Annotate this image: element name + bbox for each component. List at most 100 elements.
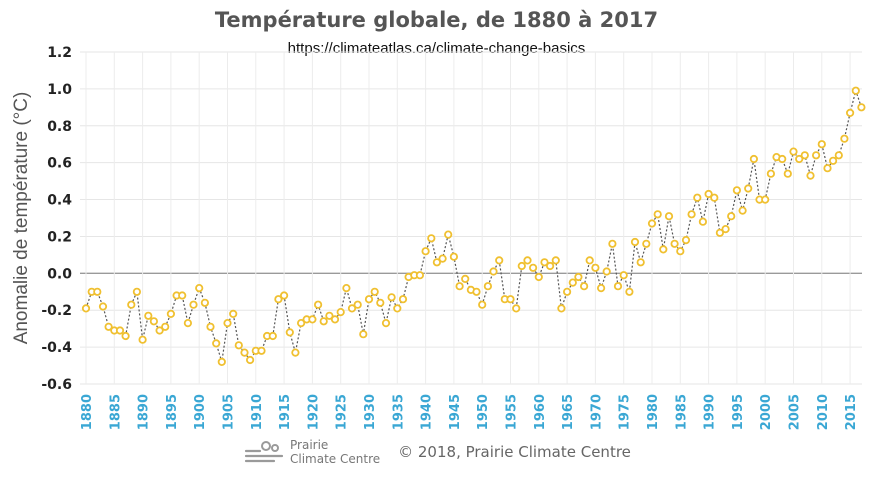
data-point xyxy=(495,256,504,265)
data-point xyxy=(749,154,759,164)
x-tick-label: 1945 xyxy=(448,394,463,430)
data-point xyxy=(189,300,198,309)
data-point xyxy=(687,210,696,219)
data-point xyxy=(223,318,232,328)
data-point xyxy=(828,156,838,165)
x-tick-label: 1940 xyxy=(420,394,435,430)
x-tick-label: 1905 xyxy=(222,394,237,430)
data-point xyxy=(398,295,408,304)
data-point xyxy=(642,239,651,248)
y-tick-label: 0.8 xyxy=(47,119,72,135)
data-point xyxy=(336,307,345,317)
data-point xyxy=(823,164,832,173)
data-point xyxy=(370,287,379,296)
x-tick-label: 1930 xyxy=(363,394,378,430)
data-point xyxy=(778,154,787,164)
y-tick-label: 1.0 xyxy=(47,82,72,98)
x-tick-label: 1970 xyxy=(589,394,604,430)
data-point xyxy=(800,151,809,160)
series-path xyxy=(85,88,862,363)
data-point xyxy=(574,272,583,282)
x-tick-label: 1995 xyxy=(731,394,746,430)
data-points xyxy=(81,86,866,366)
y-tick-labels: 1.2 1.0 0.8 0.6 0.4 0.2 0.0 -0.2 -0.4 -0.6 xyxy=(41,45,72,393)
data-point xyxy=(81,304,91,313)
data-point xyxy=(444,230,453,239)
data-point xyxy=(585,256,594,265)
data-point xyxy=(268,331,277,341)
data-point xyxy=(376,298,385,307)
data-point xyxy=(681,236,691,245)
x-tick-label: 1915 xyxy=(278,394,293,430)
data-point xyxy=(449,252,458,261)
data-point xyxy=(353,300,362,309)
x-tick-label: 1990 xyxy=(703,394,718,430)
data-point xyxy=(155,326,164,335)
data-point xyxy=(517,261,526,271)
x-tick-label: 2000 xyxy=(759,394,774,430)
data-point xyxy=(421,247,430,256)
data-point xyxy=(625,287,634,296)
x-tick-label: 1895 xyxy=(165,394,180,430)
data-point xyxy=(138,335,147,344)
x-tick-label: 1925 xyxy=(335,394,350,430)
y-tick-label: 0.6 xyxy=(47,156,72,172)
data-point xyxy=(506,295,515,304)
x-tick-label: 2010 xyxy=(816,394,831,430)
data-point xyxy=(229,309,238,318)
data-point xyxy=(104,322,113,331)
x-tick-label: 1900 xyxy=(193,394,208,430)
data-point xyxy=(234,341,243,350)
series-line xyxy=(85,88,862,363)
data-point xyxy=(98,302,108,311)
x-tick-label: 2005 xyxy=(788,394,803,430)
data-point xyxy=(591,263,600,272)
data-point xyxy=(562,287,572,296)
data-point xyxy=(840,134,849,143)
x-tick-labels: 1880 1885 1890 1895 1900 1905 1910 1915 1920 1925… xyxy=(80,394,859,430)
x-tick-label: 1985 xyxy=(674,394,689,430)
data-point xyxy=(766,169,776,178)
data-point xyxy=(738,206,747,215)
x-tick-label: 1910 xyxy=(250,394,265,430)
data-point xyxy=(653,210,662,219)
data-point xyxy=(121,331,130,341)
data-point xyxy=(693,193,702,202)
x-tick-label: 1960 xyxy=(533,394,548,430)
data-point xyxy=(732,186,742,195)
data-point xyxy=(551,256,560,265)
data-point xyxy=(540,258,549,267)
data-point xyxy=(132,287,141,296)
prairie-climate-logo-icon xyxy=(244,441,284,463)
data-point xyxy=(461,274,470,283)
data-point xyxy=(721,225,730,234)
data-point xyxy=(596,283,606,293)
data-point xyxy=(659,245,668,254)
x-tick-label: 2015 xyxy=(844,394,859,430)
data-point xyxy=(636,258,645,267)
data-point xyxy=(432,258,441,267)
data-point xyxy=(670,239,679,248)
data-point xyxy=(200,298,209,307)
data-point xyxy=(727,212,736,221)
data-point xyxy=(415,271,424,280)
x-tick-label: 1975 xyxy=(618,394,633,430)
data-point xyxy=(319,317,328,326)
data-point xyxy=(512,304,521,313)
x-tick-label: 1920 xyxy=(306,394,321,430)
data-point xyxy=(789,147,798,156)
footer: Prairie Climate Centre © 2018, Prairie C… xyxy=(244,437,631,467)
y-tick-label: -0.6 xyxy=(41,377,72,393)
data-point xyxy=(325,311,334,320)
data-point xyxy=(206,322,215,331)
x-tick-label: 1980 xyxy=(646,394,661,430)
data-point xyxy=(274,295,283,304)
data-point xyxy=(834,151,843,160)
data-point xyxy=(602,267,611,276)
data-point xyxy=(149,317,158,326)
data-point xyxy=(246,355,255,365)
data-point xyxy=(710,193,719,202)
logo-line-2: Climate Centre xyxy=(290,452,381,466)
data-point xyxy=(342,283,351,293)
x-tick-label: 1935 xyxy=(391,394,406,430)
